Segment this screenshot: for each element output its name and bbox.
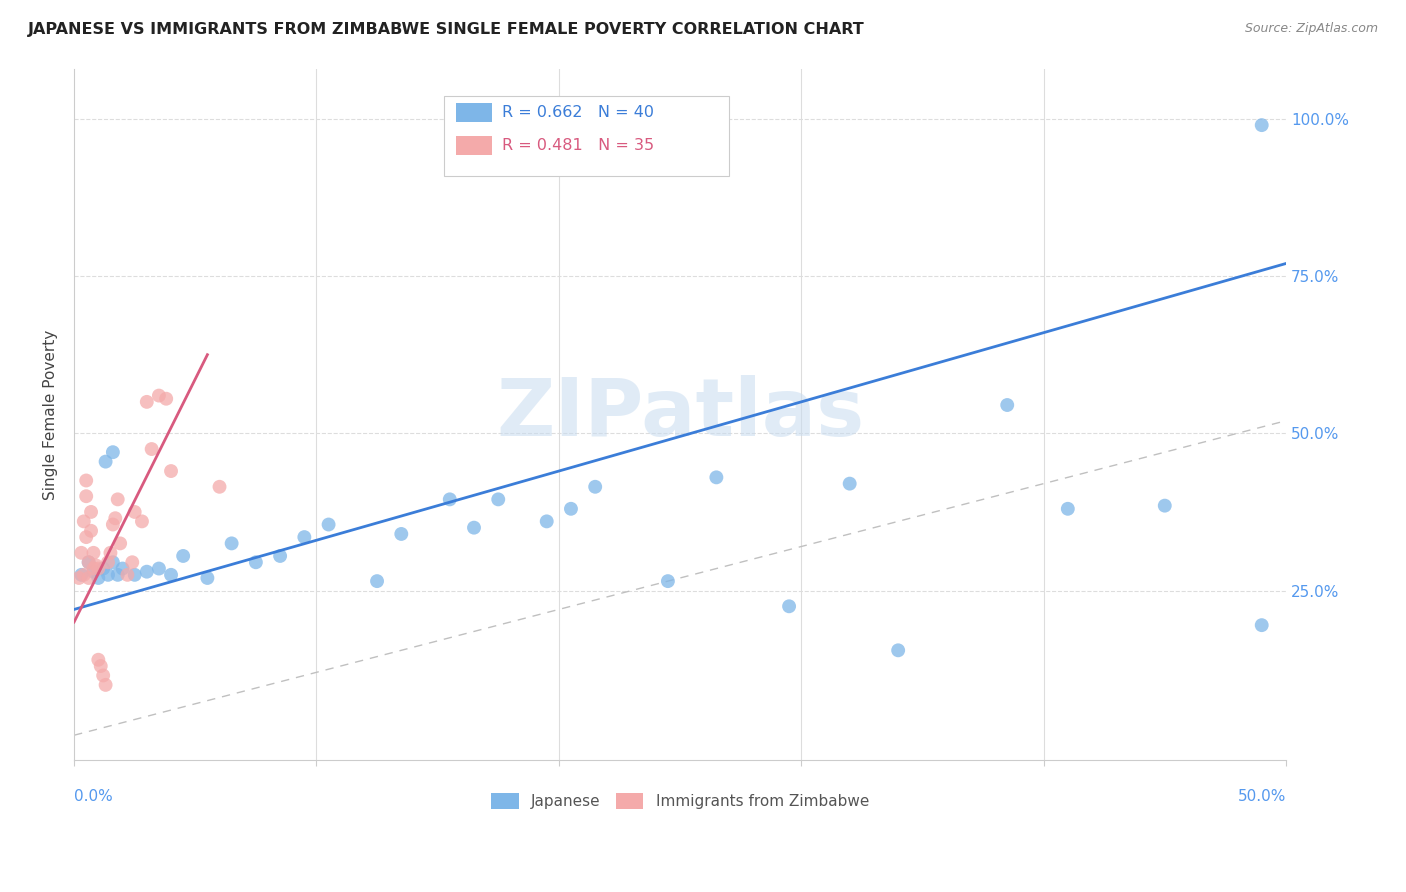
Point: [208, 480, 231, 494]
Point: [463, 521, 485, 535]
Point: [84, 558, 107, 573]
Point: [100, 546, 122, 560]
Point: [77, 571, 100, 585]
Point: [1250, 618, 1272, 632]
Point: [75, 530, 97, 544]
Point: [108, 536, 131, 550]
Point: [91, 668, 114, 682]
Point: [75, 474, 97, 488]
Point: [87, 571, 110, 585]
Point: [104, 511, 127, 525]
Point: [87, 561, 110, 575]
Point: [657, 574, 679, 588]
Point: [77, 555, 100, 569]
Point: [124, 505, 146, 519]
Point: [70, 567, 93, 582]
Point: [318, 517, 340, 532]
Point: [269, 549, 291, 563]
Y-axis label: Single Female Poverty: Single Female Poverty: [44, 329, 58, 500]
Point: [135, 395, 157, 409]
Text: R = 0.481   N = 35: R = 0.481 N = 35: [502, 138, 654, 153]
Point: [141, 442, 163, 456]
Point: [75, 489, 97, 503]
Point: [160, 567, 183, 582]
Point: [486, 492, 509, 507]
Point: [111, 561, 134, 575]
Point: [73, 567, 96, 582]
Point: [82, 565, 104, 579]
Point: [560, 501, 582, 516]
Text: 0.0%: 0.0%: [75, 789, 112, 804]
Point: [838, 476, 860, 491]
Point: [80, 505, 103, 519]
Text: JAPANESE VS IMMIGRANTS FROM ZIMBABWE SINGLE FEMALE POVERTY CORRELATION CHART: JAPANESE VS IMMIGRANTS FROM ZIMBABWE SIN…: [28, 22, 865, 37]
Point: [160, 464, 183, 478]
Point: [101, 517, 124, 532]
Point: [73, 515, 96, 529]
Point: [97, 567, 120, 582]
Point: [1056, 501, 1078, 516]
Point: [70, 546, 93, 560]
Point: [107, 492, 129, 507]
Point: [221, 536, 243, 550]
Point: [90, 659, 112, 673]
Point: [1250, 118, 1272, 132]
Point: [80, 524, 103, 538]
Point: [67, 571, 90, 585]
Point: [91, 561, 114, 575]
Text: R = 0.662   N = 40: R = 0.662 N = 40: [502, 105, 654, 120]
Point: [94, 678, 117, 692]
FancyBboxPatch shape: [456, 103, 492, 122]
Point: [97, 555, 120, 569]
Point: [87, 653, 110, 667]
Point: [439, 492, 461, 507]
Point: [1153, 499, 1175, 513]
FancyBboxPatch shape: [456, 136, 492, 155]
Point: [121, 555, 143, 569]
Point: [117, 567, 139, 582]
Text: Source: ZipAtlas.com: Source: ZipAtlas.com: [1244, 22, 1378, 36]
Point: [82, 561, 104, 575]
Point: [155, 392, 177, 406]
Point: [245, 555, 267, 569]
FancyBboxPatch shape: [444, 96, 728, 176]
Point: [995, 398, 1018, 412]
Point: [172, 549, 194, 563]
Point: [101, 555, 124, 569]
Point: [131, 515, 153, 529]
Point: [124, 567, 146, 582]
Text: ZIPatlas: ZIPatlas: [496, 376, 865, 453]
Legend: Japanese, Immigrants from Zimbabwe: Japanese, Immigrants from Zimbabwe: [485, 787, 875, 815]
Point: [292, 530, 315, 544]
Point: [366, 574, 388, 588]
Point: [706, 470, 728, 484]
Point: [148, 388, 170, 402]
Text: 50.0%: 50.0%: [1237, 789, 1286, 804]
Point: [389, 527, 412, 541]
Point: [107, 567, 129, 582]
Point: [135, 565, 157, 579]
Point: [82, 546, 104, 560]
Point: [101, 445, 124, 459]
Point: [148, 561, 170, 575]
Point: [778, 599, 800, 614]
Point: [583, 480, 606, 494]
Point: [94, 455, 117, 469]
Point: [197, 571, 219, 585]
Point: [536, 515, 558, 529]
Point: [887, 643, 910, 657]
Point: [77, 555, 100, 569]
